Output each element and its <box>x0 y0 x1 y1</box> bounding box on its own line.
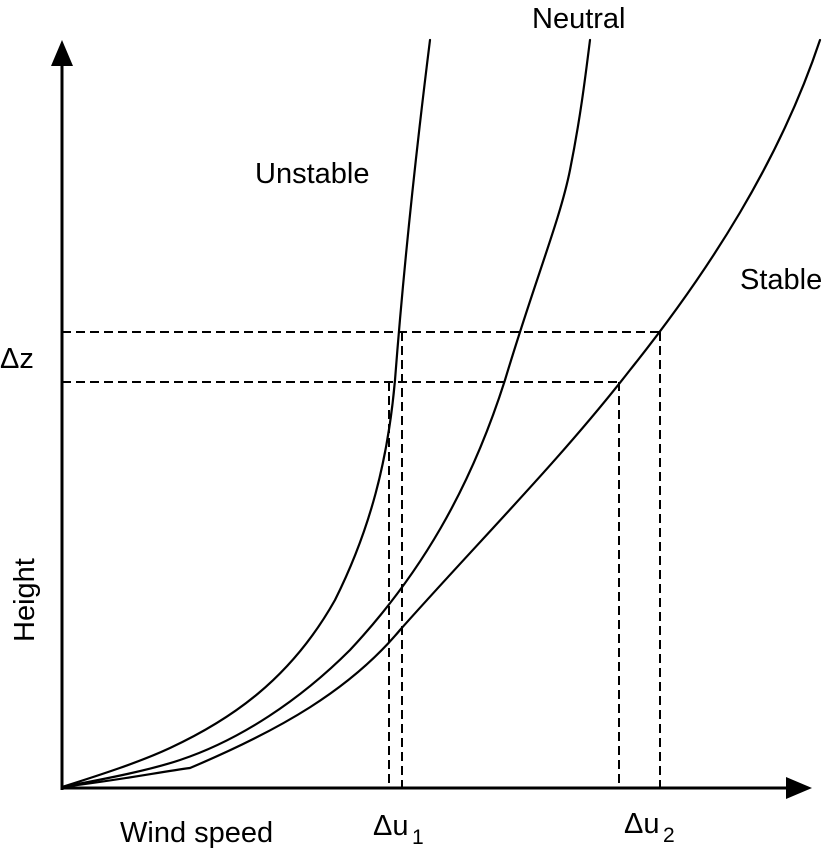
delta-u1-subscript: 1 <box>412 826 424 849</box>
neutral-label: Neutral <box>532 3 626 35</box>
delta-u2-base: Δu <box>624 808 660 840</box>
y-axis-arrowhead <box>51 40 73 66</box>
delta-u2-subscript: 2 <box>663 824 675 847</box>
delta-u1-label: Δu 1 <box>373 810 424 849</box>
delta-u1-base: Δu <box>373 810 409 842</box>
stable-label: Stable <box>740 264 822 296</box>
stable-curve <box>62 40 820 787</box>
x-axis-arrowhead <box>786 777 812 799</box>
unstable-label: Unstable <box>255 158 369 190</box>
delta-z-label: Δz <box>0 343 34 375</box>
y-axis-label: Height <box>9 558 41 642</box>
x-axis-label: Wind speed <box>120 817 273 849</box>
neutral-curve <box>62 40 590 787</box>
unstable-curve <box>62 40 430 787</box>
delta-u2-label: Δu 2 <box>624 808 675 847</box>
